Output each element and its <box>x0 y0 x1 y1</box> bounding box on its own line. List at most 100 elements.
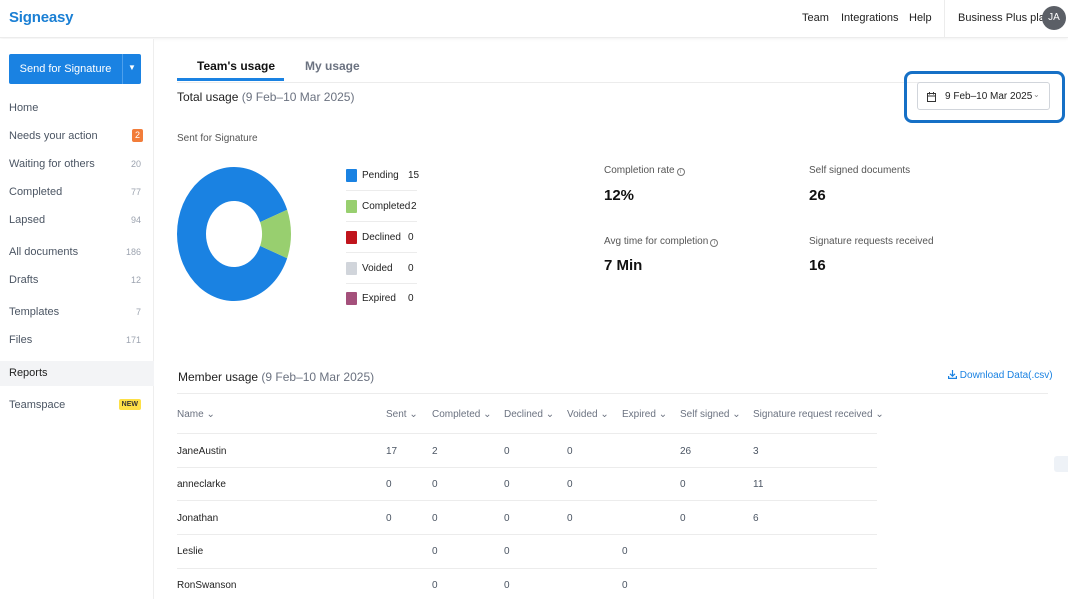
date-range-value: 9 Feb–10 Mar 2025 <box>945 91 1033 102</box>
cell-completed: 0 <box>432 479 438 490</box>
column-header-sent[interactable]: Sent ⌄ <box>386 409 418 420</box>
cell-expired: 0 <box>622 546 628 557</box>
row-divider <box>177 433 877 434</box>
sidebar-item-all-documents[interactable]: All documents 186 <box>0 242 154 264</box>
legend-divider <box>346 283 417 284</box>
caret-down-icon: ▼ <box>128 63 136 72</box>
send-for-signature-button[interactable]: Send for Signature ▼ <box>9 54 141 84</box>
sidebar-item-label: Lapsed <box>9 214 46 226</box>
cell-received: 6 <box>753 513 759 524</box>
sidebar-item-count: 20 <box>130 159 141 169</box>
sidebar-item-home[interactable]: Home <box>0 98 154 120</box>
sidebar-item-count: 186 <box>125 247 141 257</box>
date-filter-highlight <box>904 71 1065 123</box>
column-header-completed[interactable]: Completed ⌄ <box>432 409 492 420</box>
cell-self-signed: 0 <box>680 513 686 524</box>
legend-swatch-declined <box>346 231 357 244</box>
row-divider <box>177 568 877 569</box>
sidebar-item-lapsed[interactable]: Lapsed 94 <box>0 210 154 232</box>
plan-label: Business Plus plan <box>958 12 1051 24</box>
donut-slice-pending[interactable] <box>177 167 288 301</box>
download-csv-link[interactable]: Download Data(.csv) <box>948 370 1053 381</box>
date-range-select[interactable]: 9 Feb–10 Mar 2025 ⌄ <box>917 82 1050 110</box>
sidebar-item-reports[interactable]: Reports <box>0 361 154 386</box>
sidebar-item-label: Drafts <box>9 274 39 286</box>
active-tab-indicator <box>177 78 284 81</box>
cell-declined: 0 <box>504 479 510 490</box>
column-header-voided[interactable]: Voided ⌄ <box>567 409 609 420</box>
chevron-down-icon: ⌄ <box>658 409 668 420</box>
cell-voided: 0 <box>567 479 573 490</box>
legend-value: 0 <box>408 232 414 243</box>
sidebar-item-waiting-for-others[interactable]: Waiting for others 20 <box>0 154 154 176</box>
column-header-label: Signature request received <box>753 409 873 420</box>
cell-completed: 0 <box>432 546 438 557</box>
column-header-self-signed[interactable]: Self signed ⌄ <box>680 409 741 420</box>
cell-self-signed: 0 <box>680 479 686 490</box>
chevron-down-icon: ⌄ <box>732 409 741 420</box>
sidebar-item-drafts[interactable]: Drafts 12 <box>0 270 154 292</box>
info-icon[interactable]: i <box>676 168 685 176</box>
cell-received: 11 <box>753 479 764 490</box>
sidebar-item-label: All documents <box>9 246 79 258</box>
member-name: Jonathan <box>177 513 219 524</box>
legend-divider <box>346 221 417 222</box>
legend-label: Expired <box>362 293 396 304</box>
nav-integrations-link[interactable]: Integrations <box>841 12 899 24</box>
sidebar-item-count: 77 <box>130 187 141 197</box>
nav-help-link[interactable]: Help <box>909 12 932 24</box>
column-header-label: Declined <box>504 409 543 420</box>
member-name: RonSwanson <box>177 580 237 591</box>
sidebar-item-label: Waiting for others <box>9 158 95 170</box>
total-usage-heading: Total usage (9 Feb–10 Mar 2025) <box>177 90 354 104</box>
chevron-down-icon: ⌄ <box>409 409 418 420</box>
calendar-icon <box>927 91 936 105</box>
tab-my-usage[interactable]: My usage <box>305 59 360 73</box>
column-header-label: Completed <box>432 409 481 420</box>
cell-sent: 0 <box>386 479 392 490</box>
new-badge: NEW <box>118 399 141 410</box>
legend-swatch-completed <box>346 200 357 213</box>
cell-received: 3 <box>753 446 759 457</box>
cell-declined: 0 <box>504 446 510 457</box>
send-options-dropdown[interactable]: ▼ <box>122 54 141 84</box>
side-help-widget[interactable] <box>1054 456 1068 472</box>
sidebar-item-teamspace[interactable]: Teamspace NEW <box>0 395 154 417</box>
sidebar-item-files[interactable]: Files 171 <box>0 330 154 352</box>
column-header-expired[interactable]: Expired ⌄ <box>622 409 667 420</box>
sidebar-item-completed[interactable]: Completed 77 <box>0 182 154 204</box>
account-menu[interactable]: Business Plus plan JA <box>944 0 1068 38</box>
sidebar-item-label: Completed <box>9 186 63 198</box>
legend-value: 15 <box>408 170 420 181</box>
avg-time-label-text: Avg time for completion <box>604 236 709 247</box>
column-header-name[interactable]: Name ⌄ <box>177 409 215 420</box>
donut-slice-completed[interactable] <box>260 209 291 259</box>
avatar[interactable]: JA <box>1042 6 1066 30</box>
chevron-down-icon: ⌄ <box>875 409 884 420</box>
legend-swatch-pending <box>346 169 357 182</box>
cell-self-signed: 26 <box>680 446 692 457</box>
download-csv-label: Download Data(.csv) <box>959 370 1053 381</box>
top-bar: Signeasy Team Integrations Help Business… <box>0 0 1068 38</box>
tab-divider <box>177 82 1048 83</box>
sidebar-item-count: 94 <box>130 215 141 225</box>
total-usage-label: Total usage <box>177 90 239 104</box>
avg-time-value: 7 Min <box>604 257 643 274</box>
signeasy-logo[interactable]: Signeasy <box>9 9 74 26</box>
column-header-declined[interactable]: Declined ⌄ <box>504 409 554 420</box>
info-icon[interactable]: i <box>710 239 719 247</box>
sidebar-item-needs-your-action[interactable]: Needs your action 2 <box>0 126 154 148</box>
completion-rate-label-text: Completion rate <box>604 165 675 176</box>
legend-label: Voided <box>362 263 393 274</box>
column-header-signature-request-received[interactable]: Signature request received ⌄ <box>753 409 884 420</box>
column-header-label: Self signed <box>680 409 730 420</box>
legend-swatch-voided <box>346 262 357 275</box>
legend-swatch-expired <box>346 292 357 305</box>
cell-voided: 0 <box>567 513 573 524</box>
sidebar-item-label: Needs your action <box>9 130 98 142</box>
nav-team-link[interactable]: Team <box>802 12 829 24</box>
column-header-label: Voided <box>567 409 598 420</box>
legend-value: 0 <box>408 293 414 304</box>
sidebar-item-templates[interactable]: Templates 7 <box>0 302 154 324</box>
tab-teams-usage[interactable]: Team's usage <box>197 59 275 73</box>
